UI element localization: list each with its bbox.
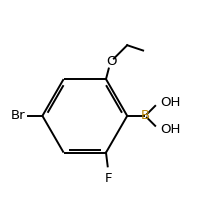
Text: OH: OH: [160, 95, 180, 109]
Text: O: O: [106, 55, 117, 68]
Text: B: B: [141, 109, 150, 122]
Text: F: F: [104, 172, 112, 185]
Text: OH: OH: [160, 123, 180, 136]
Text: Br: Br: [11, 109, 25, 122]
